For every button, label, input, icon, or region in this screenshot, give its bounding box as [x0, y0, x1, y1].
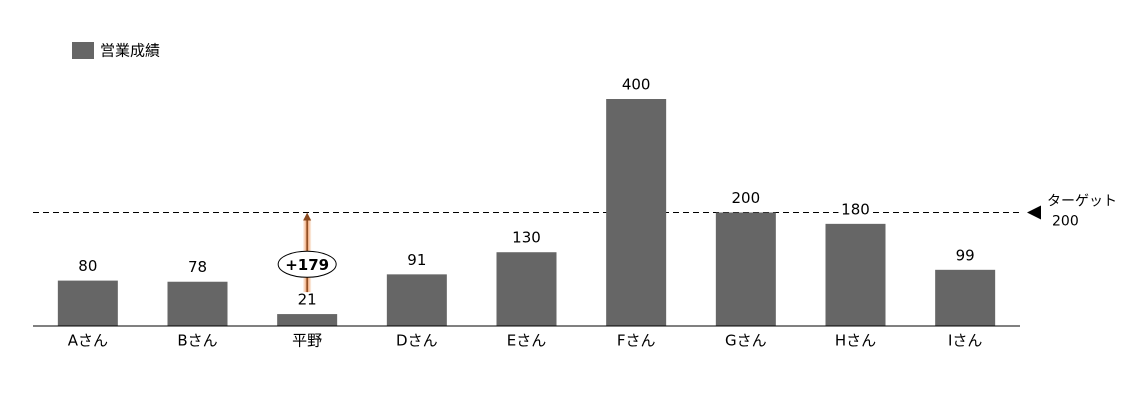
x-tick-label: 平野 — [292, 332, 322, 350]
x-tick-label: Dさん — [396, 332, 438, 350]
x-tick-label: Fさん — [617, 332, 656, 350]
value-label: 130 — [512, 229, 541, 247]
value-label: 91 — [407, 251, 426, 269]
bar — [57, 280, 118, 326]
value-label: 21 — [298, 291, 317, 309]
annotation-arrowhead — [303, 212, 312, 221]
label-bg — [838, 201, 873, 218]
value-label: 180 — [841, 200, 870, 218]
target-value: 200 — [1052, 214, 1079, 230]
annotation-bubble — [277, 250, 337, 278]
legend-swatch — [72, 42, 94, 59]
target-label: ターゲット — [1047, 194, 1117, 210]
x-tick-label: Hさん — [835, 332, 876, 350]
bar — [386, 274, 447, 326]
x-tick-label: Iさん — [948, 332, 982, 350]
annotation-label: +179 — [285, 256, 329, 274]
value-label: 200 — [732, 189, 761, 207]
legend-label: 営業成績 — [100, 42, 160, 60]
x-tick-label: Aさん — [68, 332, 108, 350]
bar — [935, 269, 996, 326]
target-marker — [1027, 205, 1041, 220]
x-tick-label: Eさん — [507, 332, 546, 350]
x-tick-label: Gさん — [725, 332, 767, 350]
bar — [825, 223, 886, 326]
bar — [496, 252, 557, 326]
bar — [715, 212, 776, 326]
value-label: 99 — [956, 246, 975, 264]
x-tick-label: Bさん — [177, 332, 217, 350]
bar — [606, 99, 667, 326]
value-label: 78 — [188, 258, 207, 276]
bar — [167, 281, 228, 326]
bar — [277, 314, 338, 326]
value-label: 400 — [622, 76, 651, 94]
value-label: 80 — [78, 257, 97, 275]
